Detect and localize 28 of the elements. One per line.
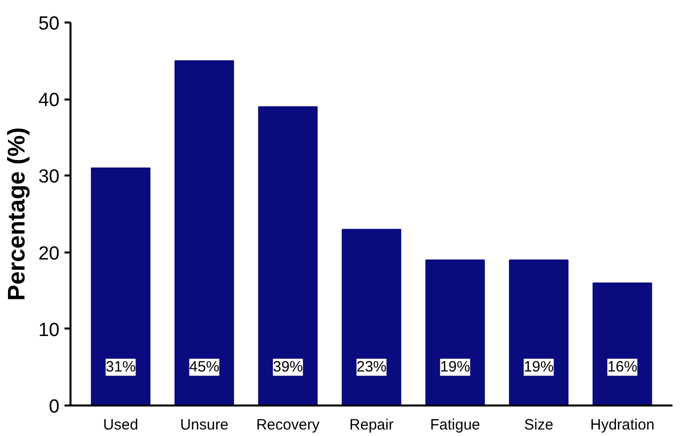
y-axis-title: Percentage (%): [3, 127, 30, 301]
bar: [90, 168, 150, 406]
bar: [258, 106, 318, 406]
data-label: 45%: [189, 358, 220, 376]
y-tick-label: 10: [38, 320, 60, 341]
x-tick-label: Repair: [349, 416, 394, 434]
bar: [425, 259, 485, 406]
y-tick-label: 0: [48, 396, 60, 418]
bar: [508, 259, 568, 406]
bar: [592, 282, 652, 406]
x-tick-label: Hydration: [590, 416, 654, 434]
data-label: 16%: [607, 358, 638, 376]
y-tick-label: 40: [38, 90, 60, 112]
y-tick-label: 20: [38, 243, 60, 264]
data-label: 19%: [524, 358, 554, 376]
data-label: 23%: [356, 358, 387, 376]
data-label: 31%: [106, 358, 136, 376]
x-tick-label: Recovery: [256, 416, 320, 434]
data-label: 39%: [272, 358, 303, 376]
y-tick-label: 50: [38, 14, 60, 34]
x-tick-label: Size: [524, 416, 554, 434]
x-tick-label: Unsure: [180, 416, 228, 434]
x-tick-label: Used: [103, 416, 138, 434]
bar: [342, 228, 402, 406]
x-tick-label: Fatigue: [430, 416, 480, 434]
data-label: 19%: [440, 358, 470, 376]
y-tick-label: 30: [38, 166, 60, 188]
bar: [174, 60, 234, 406]
